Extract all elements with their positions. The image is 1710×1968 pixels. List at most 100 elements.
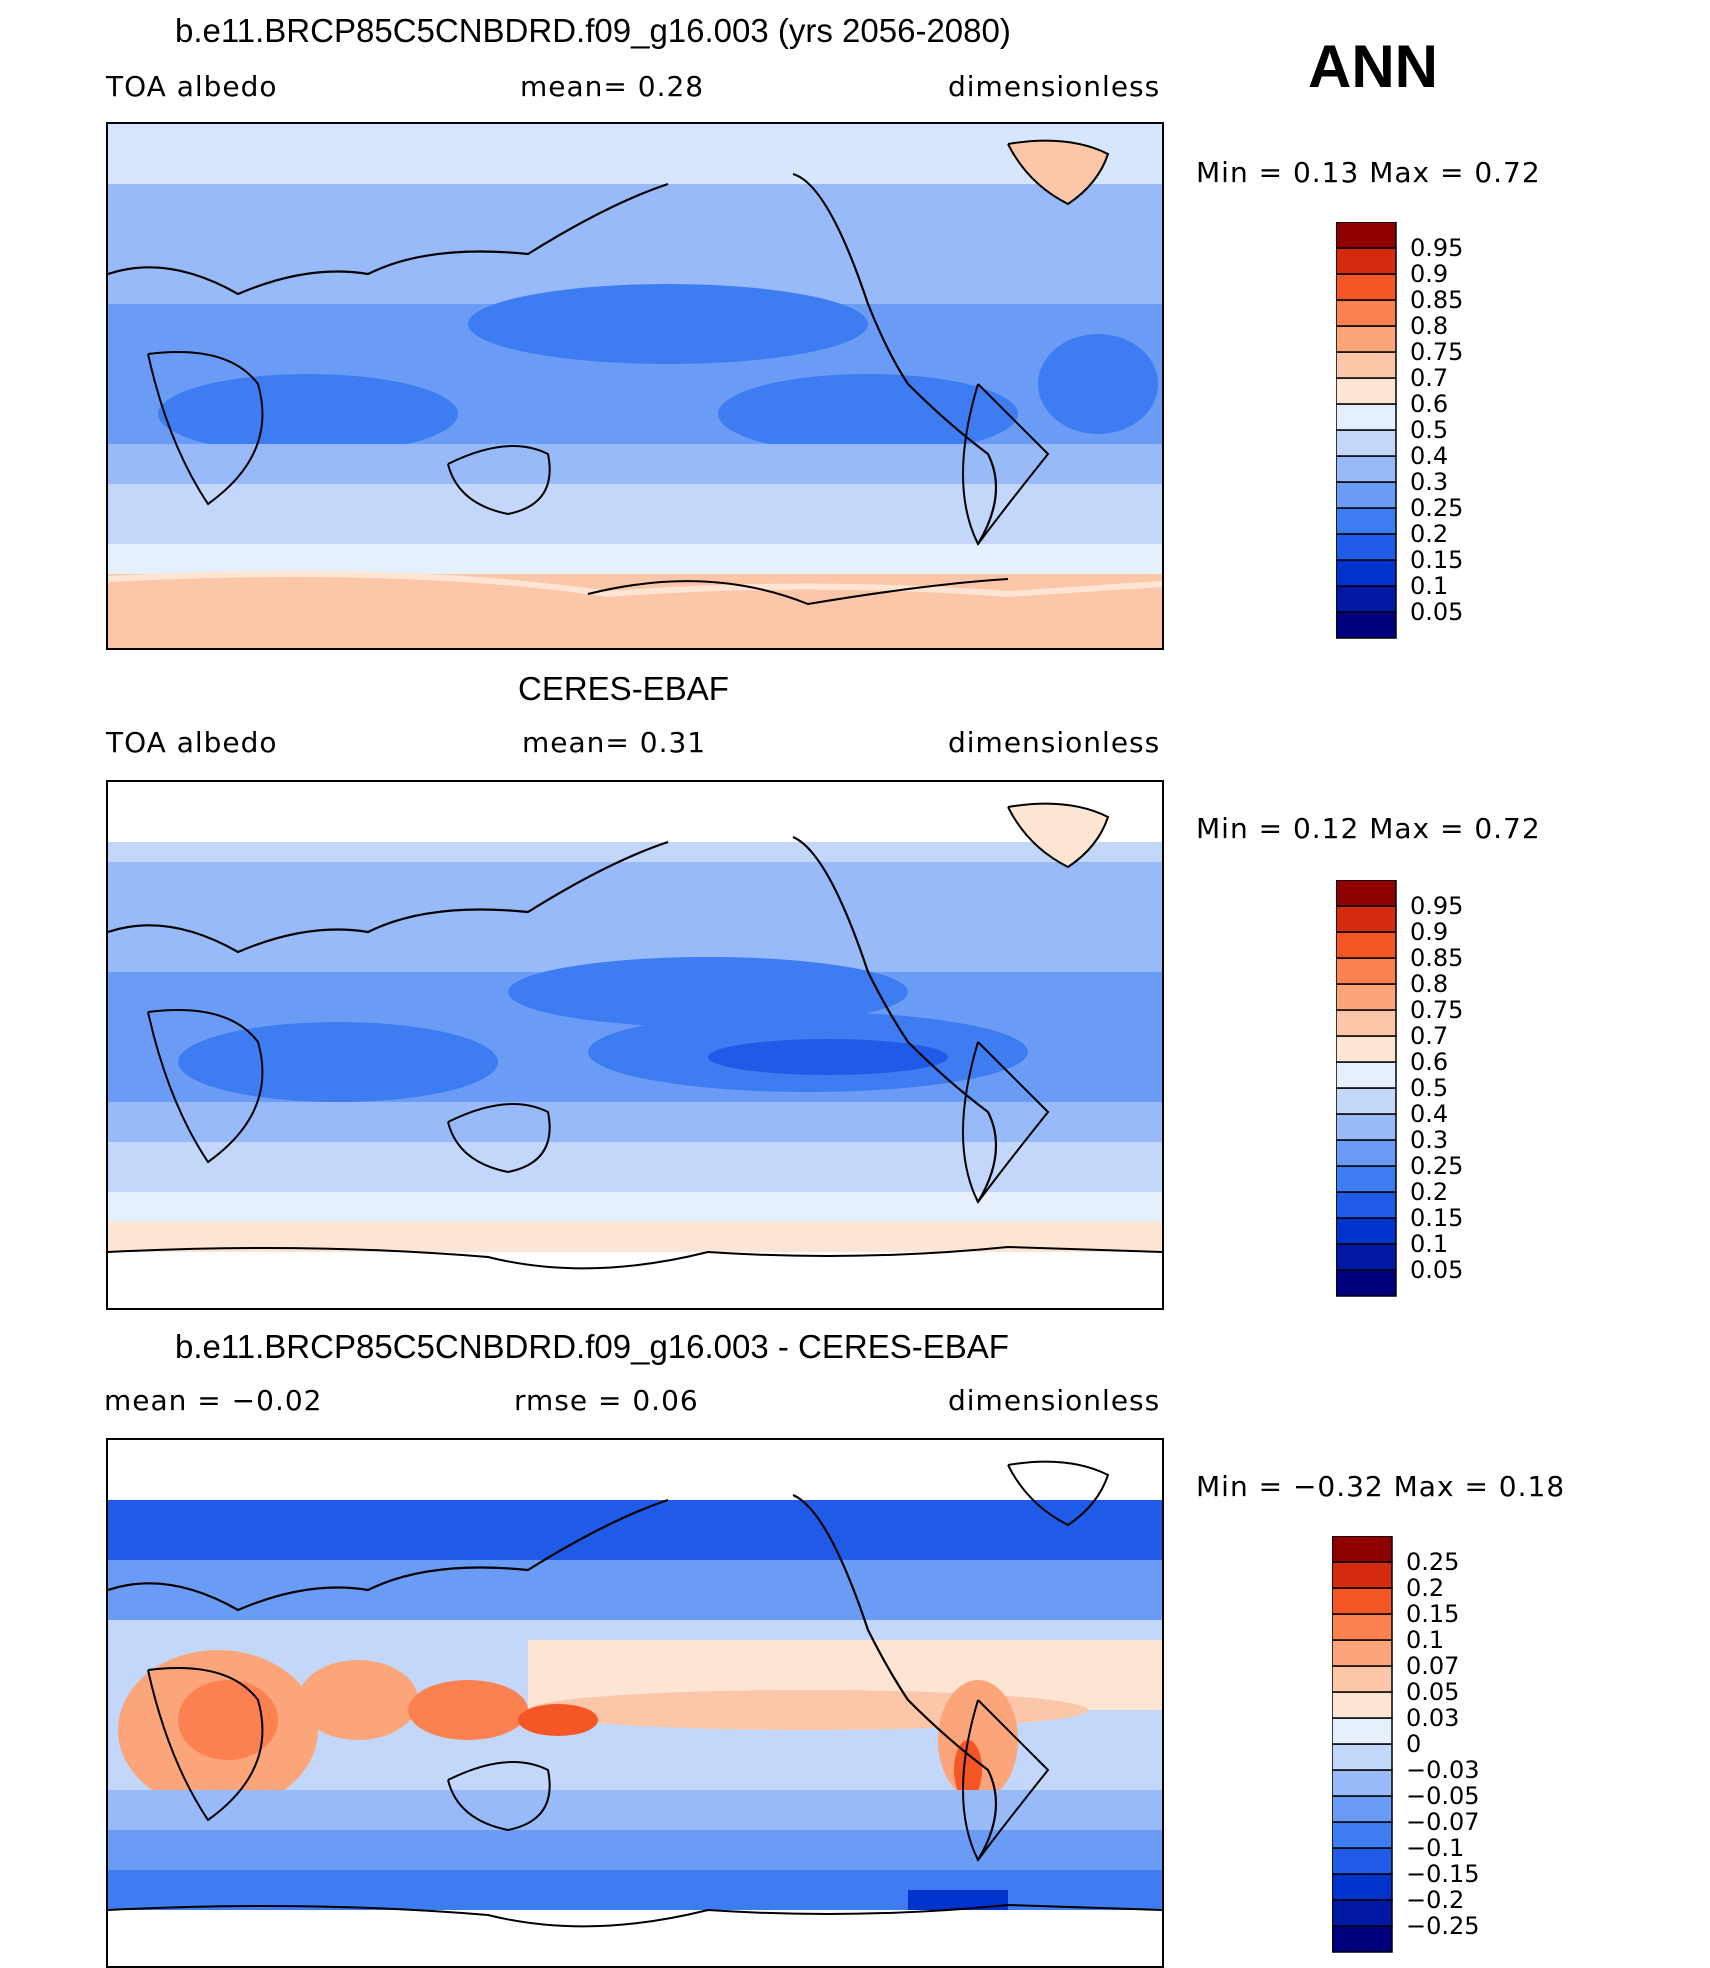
colorbar-swatch [1336, 377, 1397, 405]
colorbar-swatch [1336, 429, 1397, 457]
colorbar-tick-label: 0.95 [1410, 234, 1463, 262]
colorbar-tick-label: 0.6 [1410, 1048, 1448, 1076]
colorbar-tick-label: 0.25 [1410, 494, 1463, 522]
colorbar-tick-label: 0.85 [1410, 286, 1463, 314]
colorbar-tick-label: 0.2 [1410, 1178, 1448, 1206]
colorbar-swatch [1336, 905, 1397, 933]
panel1-colorbar: 0.05 0.1 0.15 0.2 0.25 0.3 0.4 0.5 0.6 0.7 0.75 0.8… [1336, 222, 1516, 642]
panel3-title: b.e11.BRCP85C5CNBDRD.f09_g16.003 - CERES… [175, 1328, 1009, 1365]
colorbar-swatch [1332, 1769, 1393, 1797]
colorbar-tick-label: 0 [1406, 1730, 1421, 1758]
panel2-variable: TOA albedo [106, 726, 278, 759]
colorbar-tick-label: 0.15 [1410, 546, 1463, 574]
colorbar-swatch [1332, 1795, 1393, 1823]
colorbar-tick-label: −0.05 [1406, 1782, 1480, 1810]
colorbar-tick-label: 0.2 [1410, 520, 1448, 548]
colorbar-swatch [1336, 299, 1397, 327]
colorbar-swatch [1336, 1061, 1397, 1089]
colorbar-swatch [1336, 931, 1397, 959]
colorbar-swatch [1336, 403, 1397, 431]
colorbar-swatch [1332, 1847, 1393, 1875]
colorbar-swatch [1336, 983, 1397, 1011]
colorbar-swatch [1336, 1087, 1397, 1115]
colorbar-tick-label: 0.15 [1406, 1600, 1459, 1628]
colorbar-tick-label: −0.15 [1406, 1860, 1480, 1888]
panel1-variable: TOA albedo [106, 70, 278, 103]
colorbar-tick-label: 0.1 [1410, 572, 1448, 600]
colorbar-tick-label: 0.1 [1410, 1230, 1448, 1258]
colorbar-swatch [1336, 533, 1397, 561]
colorbar-tick-label: 0.9 [1410, 260, 1448, 288]
season-label: ANN [1308, 33, 1438, 100]
colorbar-tick-label: 0.95 [1410, 892, 1463, 920]
colorbar-tick-label: −0.25 [1406, 1912, 1480, 1940]
colorbar-swatch [1332, 1665, 1393, 1693]
colorbar-swatch [1336, 507, 1397, 535]
panel3-rmse: rmse = 0.06 [514, 1384, 699, 1417]
colorbar-swatch [1336, 1191, 1397, 1219]
colorbar-tick-label: 0.85 [1410, 944, 1463, 972]
colorbar-swatch [1336, 481, 1397, 509]
colorbar-swatch [1336, 325, 1397, 353]
colorbar-swatch [1336, 880, 1397, 907]
panel1-units: dimensionless [948, 70, 1161, 103]
colorbar-swatch [1336, 1243, 1397, 1271]
colorbar-swatch [1336, 1009, 1397, 1037]
colorbar-tick-label: 0.75 [1410, 996, 1463, 1024]
colorbar-swatch [1336, 1165, 1397, 1193]
colorbar-swatch [1332, 1639, 1393, 1667]
colorbar-swatch [1332, 1587, 1393, 1615]
colorbar-swatch [1332, 1691, 1393, 1719]
colorbar-tick-label: −0.2 [1406, 1886, 1464, 1914]
colorbar-tick-label: 0.9 [1410, 918, 1448, 946]
colorbar-swatch [1336, 559, 1397, 587]
panel3-minmax: Min = −0.32 Max = 0.18 [1196, 1470, 1566, 1503]
colorbar-tick-label: 0.3 [1410, 468, 1448, 496]
panel3-mean: mean = −0.02 [104, 1384, 323, 1417]
colorbar-tick-label: 0.05 [1410, 1256, 1463, 1284]
colorbar-swatch [1332, 1873, 1393, 1901]
colorbar-tick-label: 0.15 [1410, 1204, 1463, 1232]
colorbar-tick-label: 0.5 [1410, 1074, 1448, 1102]
colorbar-tick-label: 0.05 [1410, 598, 1463, 626]
panel3-map [106, 1438, 1164, 1968]
panel3-units: dimensionless [948, 1384, 1161, 1417]
panel2-mean: mean= 0.31 [522, 726, 707, 759]
panel1-mean: mean= 0.28 [520, 70, 705, 103]
colorbar-tick-label: 0.8 [1410, 970, 1448, 998]
panel1-title: b.e11.BRCP85C5CNBDRD.f09_g16.003 (yrs 20… [175, 12, 1011, 49]
colorbar-tick-label: −0.07 [1406, 1808, 1480, 1836]
colorbar-tick-label: 0.4 [1410, 442, 1448, 470]
colorbar-tick-label: 0.3 [1410, 1126, 1448, 1154]
colorbar-tick-label: 0.75 [1410, 338, 1463, 366]
panel3-colorbar: −0.25 −0.2 −0.15 −0.1 −0.07 −0.05 −0.03 0 0.03 0.… [1332, 1536, 1522, 1956]
colorbar-swatch [1336, 1269, 1397, 1297]
panel2-map [106, 780, 1164, 1310]
panel2-minmax: Min = 0.12 Max = 0.72 [1196, 812, 1541, 845]
colorbar-swatch [1332, 1925, 1393, 1953]
colorbar-tick-label: 0.07 [1406, 1652, 1459, 1680]
colorbar-swatch [1332, 1899, 1393, 1927]
colorbar-swatch [1336, 222, 1397, 249]
colorbar-swatch [1332, 1717, 1393, 1745]
colorbar-swatch [1336, 1035, 1397, 1063]
colorbar-swatch [1332, 1743, 1393, 1771]
colorbar-swatch [1336, 1217, 1397, 1245]
colorbar-swatch [1336, 247, 1397, 275]
colorbar-tick-label: 0.05 [1406, 1678, 1459, 1706]
colorbar-tick-label: 0.1 [1406, 1626, 1444, 1654]
colorbar-tick-label: 0.03 [1406, 1704, 1459, 1732]
colorbar-swatch [1336, 585, 1397, 613]
colorbar-swatch [1336, 351, 1397, 379]
colorbar-swatch [1332, 1613, 1393, 1641]
panel1-map [106, 122, 1164, 650]
colorbar-swatch [1332, 1561, 1393, 1589]
colorbar-tick-label: 0.8 [1410, 312, 1448, 340]
panel2-colorbar: 0.05 0.1 0.15 0.2 0.25 0.3 0.4 0.5 0.6 0.7 0.75 0.8… [1336, 880, 1516, 1300]
colorbar-tick-label: 0.25 [1410, 1152, 1463, 1180]
colorbar-swatch [1336, 1139, 1397, 1167]
colorbar-tick-label: 0.7 [1410, 364, 1448, 392]
colorbar-swatch [1336, 273, 1397, 301]
colorbar-tick-label: 0.2 [1406, 1574, 1444, 1602]
colorbar-swatch [1336, 1113, 1397, 1141]
